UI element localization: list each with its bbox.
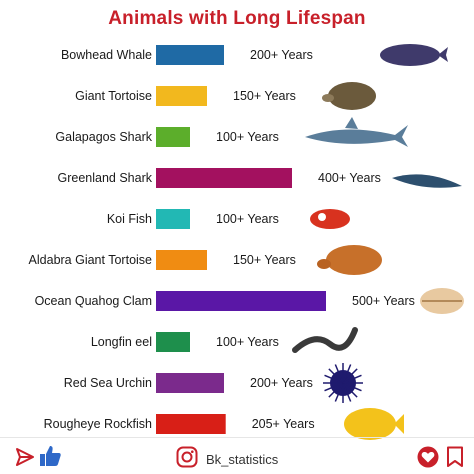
thumbs-up-icon[interactable] — [38, 444, 62, 468]
bar-greenland-shark — [156, 168, 292, 188]
bar-red-sea-urchin — [156, 373, 224, 393]
category-label-giant-tortoise: Giant Tortoise — [75, 89, 152, 103]
value-label-greenland-shark: 400+ Years — [318, 171, 381, 185]
bar-bowhead-whale — [156, 45, 224, 65]
chart-title: Animals with Long Lifespan — [108, 8, 366, 29]
category-label-longfin-eel: Longfin eel — [91, 335, 152, 349]
value-label-galapagos-shark: 100+ Years — [216, 130, 279, 144]
bar-koi-fish — [156, 209, 190, 229]
ocean-quahog-clam-illustration — [420, 288, 464, 314]
category-label-red-sea-urchin: Red Sea Urchin — [64, 376, 152, 390]
footer-divider — [0, 437, 474, 438]
category-label-galapagos-shark: Galapagos Shark — [55, 130, 152, 144]
bowhead-whale-illustration — [380, 44, 448, 66]
galapagos-shark-illustration — [305, 117, 408, 147]
rougheye-rockfish-illustration — [344, 408, 404, 440]
value-label-giant-tortoise: 150+ Years — [233, 89, 296, 103]
handle-text: Bk_statistics — [206, 451, 279, 467]
category-label-greenland-shark: Greenland Shark — [57, 171, 152, 185]
value-label-aldabra-giant-tortoise: 150+ Years — [233, 253, 296, 267]
category-label-bowhead-whale: Bowhead Whale — [61, 48, 152, 62]
category-label-aldabra-giant-tortoise: Aldabra Giant Tortoise — [29, 253, 152, 267]
aldabra-giant-tortoise-illustration — [317, 245, 382, 275]
bar-longfin-eel — [156, 332, 190, 352]
bookmark-icon[interactable] — [446, 446, 464, 468]
value-label-bowhead-whale: 200+ Years — [250, 48, 313, 62]
giant-tortoise-illustration — [322, 82, 376, 110]
category-label-ocean-quahog-clam: Ocean Quahog Clam — [35, 294, 152, 308]
bar-ocean-quahog-clam — [156, 291, 326, 311]
koi-fish-illustration — [310, 209, 350, 229]
value-label-ocean-quahog-clam: 500+ Years — [352, 294, 415, 308]
longfin-eel-illustration — [292, 327, 358, 353]
heart-icon[interactable] — [417, 446, 439, 468]
value-label-red-sea-urchin: 200+ Years — [250, 376, 313, 390]
value-label-koi-fish: 100+ Years — [216, 212, 279, 226]
value-label-rougheye-rockfish: 205+ Years — [252, 417, 315, 431]
bar-galapagos-shark — [156, 127, 190, 147]
category-label-koi-fish: Koi Fish — [107, 212, 152, 226]
bar-giant-tortoise — [156, 86, 207, 106]
value-label-longfin-eel: 100+ Years — [216, 335, 279, 349]
greenland-shark-illustration — [392, 174, 462, 188]
red-sea-urchin-illustration — [323, 363, 363, 403]
bar-aldabra-giant-tortoise — [156, 250, 207, 270]
share-icon[interactable] — [14, 446, 36, 468]
instagram-icon — [176, 446, 198, 473]
category-label-rougheye-rockfish: Rougheye Rockfish — [44, 417, 152, 431]
bar-rougheye-rockfish — [156, 414, 226, 434]
social-handle[interactable]: Bk_statistics — [176, 446, 278, 472]
